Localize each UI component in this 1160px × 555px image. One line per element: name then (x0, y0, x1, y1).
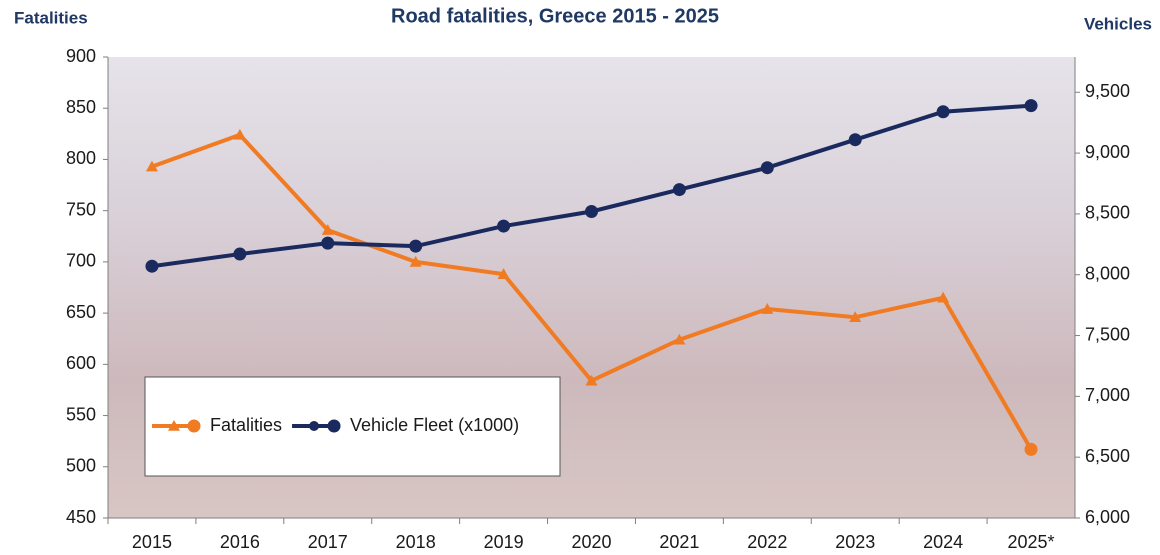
x-tick-label: 2015 (132, 532, 172, 552)
y2-axis-title: Vehicles (1084, 14, 1152, 33)
x-tick-label: 2017 (308, 532, 348, 552)
chart-title: Road fatalities, Greece 2015 - 2025 (391, 5, 719, 27)
data-point (1025, 443, 1038, 456)
data-point (321, 237, 334, 250)
y2-tick-label: 7,500 (1085, 324, 1130, 344)
y-tick-label: 850 (66, 97, 96, 117)
y-tick-label: 750 (66, 199, 96, 219)
data-point (1025, 99, 1038, 112)
y2-tick-label: 8,500 (1085, 203, 1130, 223)
legend-label: Fatalities (210, 415, 282, 435)
data-point (233, 248, 246, 261)
y2-tick-label: 8,000 (1085, 263, 1130, 283)
x-tick-label: 2016 (220, 532, 260, 552)
x-tick-label: 2018 (396, 532, 436, 552)
x-tick-label: 2023 (835, 532, 875, 552)
legend-label: Vehicle Fleet (x1000) (350, 415, 519, 435)
data-point (937, 105, 950, 118)
x-tick-label: 2024 (923, 532, 963, 552)
x-tick-label: 2025* (1008, 532, 1055, 552)
data-point (145, 260, 158, 273)
y-tick-label: 700 (66, 251, 96, 271)
data-point (409, 240, 422, 253)
y-tick-label: 600 (66, 353, 96, 373)
legend-marker (188, 420, 201, 433)
legend-marker (309, 421, 319, 431)
y2-tick-label: 9,000 (1085, 142, 1130, 162)
x-tick-label: 2022 (747, 532, 787, 552)
y2-tick-label: 7,000 (1085, 385, 1130, 405)
y2-tick-label: 6,500 (1085, 446, 1130, 466)
y-tick-label: 550 (66, 404, 96, 424)
data-point (761, 161, 774, 174)
data-point (585, 205, 598, 218)
data-point (497, 220, 510, 233)
data-point (849, 133, 862, 146)
y-axis-title: Fatalities (14, 8, 88, 27)
x-tick-label: 2021 (659, 532, 699, 552)
y-tick-label: 650 (66, 302, 96, 322)
data-point (673, 183, 686, 196)
chart: Road fatalities, Greece 2015 - 2025 Fata… (0, 0, 1160, 555)
y2-tick-label: 9,500 (1085, 81, 1130, 101)
y-tick-label: 500 (66, 456, 96, 476)
x-tick-label: 2019 (484, 532, 524, 552)
x-tick-label: 2020 (571, 532, 611, 552)
y-tick-label: 800 (66, 148, 96, 168)
y-tick-label: 900 (66, 46, 96, 66)
y-tick-label: 450 (66, 507, 96, 527)
y2-tick-label: 6,000 (1085, 507, 1130, 527)
legend-marker (328, 420, 341, 433)
